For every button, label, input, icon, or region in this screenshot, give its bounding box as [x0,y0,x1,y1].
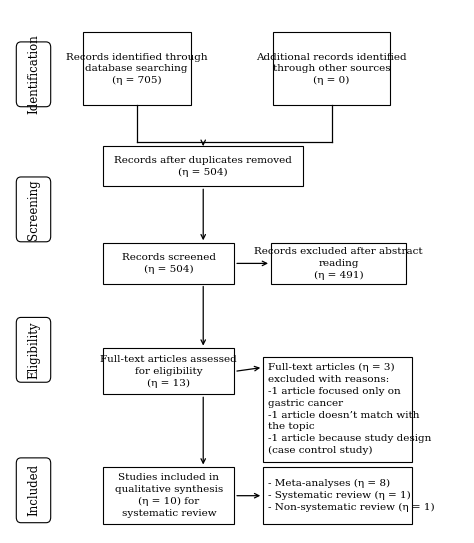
FancyBboxPatch shape [273,33,390,105]
Text: Full-text articles (η = 3)
excluded with reasons:
-1 article focused only on
gas: Full-text articles (η = 3) excluded with… [268,363,431,455]
FancyBboxPatch shape [263,468,412,524]
Text: Additional records identified
through other sources
(η = 0): Additional records identified through ot… [256,53,407,85]
Text: Eligibility: Eligibility [27,321,40,378]
Text: Screening: Screening [27,179,40,239]
Text: Records identified through
database searching
(η = 705): Records identified through database sear… [66,53,208,85]
Text: Records excluded after abstract
reading
(η = 491): Records excluded after abstract reading … [254,247,423,280]
FancyBboxPatch shape [16,177,51,242]
Text: Studies included in
qualitative synthesis
(η = 10) for
systematic review: Studies included in qualitative synthesi… [115,473,223,518]
Text: Included: Included [27,464,40,516]
Text: Identification: Identification [27,34,40,114]
Text: Records screened
(η = 504): Records screened (η = 504) [122,253,216,274]
FancyBboxPatch shape [271,243,406,283]
FancyBboxPatch shape [16,42,51,107]
Text: - Meta-analyses (η = 8)
- Systematic review (η = 1)
- Non-systematic review (η =: - Meta-analyses (η = 8) - Systematic rev… [268,479,434,512]
FancyBboxPatch shape [103,349,234,394]
FancyBboxPatch shape [103,468,234,524]
FancyBboxPatch shape [103,243,234,283]
Text: Full-text articles assessed
for eligibility
(η = 13): Full-text articles assessed for eligibil… [100,355,237,388]
FancyBboxPatch shape [263,357,412,462]
FancyBboxPatch shape [16,458,51,523]
FancyBboxPatch shape [103,146,303,186]
FancyBboxPatch shape [83,33,191,105]
Text: Records after duplicates removed
(η = 504): Records after duplicates removed (η = 50… [114,156,292,176]
FancyBboxPatch shape [16,318,51,382]
